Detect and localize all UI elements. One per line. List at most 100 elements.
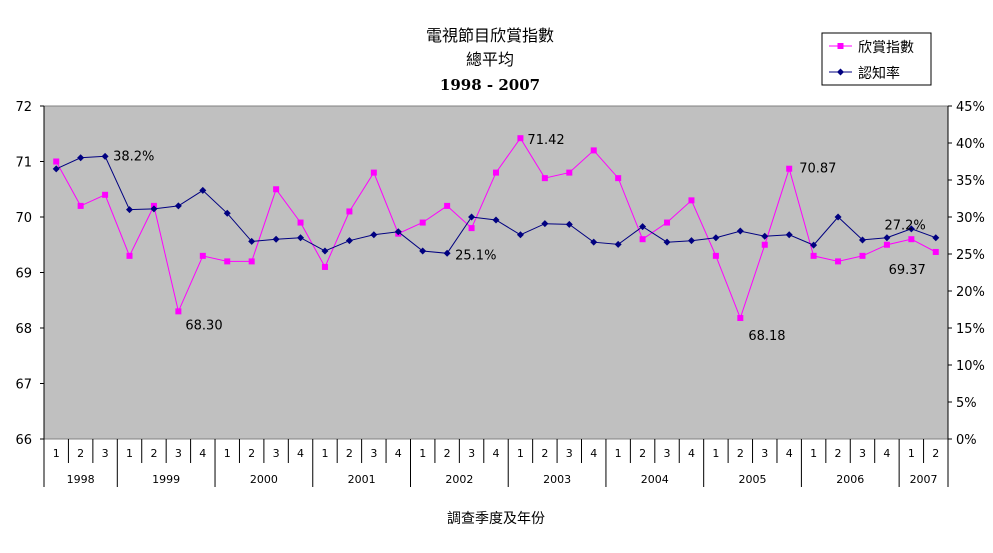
data-label: 25.1% [455, 248, 496, 263]
right-tick-label: 15% [956, 322, 985, 337]
quarter-label: 4 [688, 447, 695, 460]
awareness-point [785, 231, 793, 239]
quarter-label: 4 [786, 447, 793, 460]
x-axis-label: 調查季度及年份 [447, 511, 545, 527]
appreciation-point [859, 252, 866, 259]
right-tick-label: 0% [956, 433, 977, 448]
awareness-point [199, 186, 207, 194]
quarter-label: 1 [908, 447, 915, 460]
appreciation-point [370, 169, 377, 176]
quarter-label: 2 [77, 447, 84, 460]
awareness-point [516, 231, 524, 239]
data-label: 68.18 [748, 329, 785, 344]
quarter-label: 2 [150, 447, 157, 460]
left-tick-label: 70 [15, 211, 32, 226]
quarter-label: 2 [932, 447, 939, 460]
appreciation-point [541, 175, 548, 182]
awareness-point [297, 234, 305, 242]
year-label: 2001 [348, 473, 376, 486]
right-tick-label: 20% [956, 285, 985, 300]
quarter-label: 3 [566, 447, 573, 460]
quarter-label: 3 [468, 447, 475, 460]
data-label: 71.42 [527, 133, 564, 148]
appreciation-point [761, 241, 768, 248]
appreciation-point [102, 191, 109, 198]
left-tick-label: 71 [15, 156, 32, 171]
legend-box [821, 32, 932, 86]
awareness-point [272, 235, 280, 243]
appreciation-point [248, 258, 255, 265]
left-tick-label: 67 [15, 378, 32, 393]
awareness-point [810, 241, 818, 249]
awareness-point [321, 247, 329, 255]
data-label: 70.87 [799, 162, 836, 177]
appreciation-point [664, 219, 671, 226]
year-label: 2006 [836, 473, 864, 486]
awareness-point [883, 234, 891, 242]
quarter-label: 1 [53, 447, 60, 460]
quarter-label: 3 [859, 447, 866, 460]
appreciation-point [810, 252, 817, 259]
year-label: 1998 [67, 473, 95, 486]
legend: 欣賞指數 認知率 [821, 32, 932, 86]
awareness-point [907, 225, 915, 233]
awareness-point [712, 234, 720, 242]
data-label: 68.30 [185, 318, 222, 333]
awareness-point [492, 216, 500, 224]
appreciation-point [297, 219, 304, 226]
quarter-label: 1 [224, 447, 231, 460]
awareness-point [468, 213, 476, 221]
appreciation-point [444, 202, 451, 209]
right-tick-label: 30% [956, 211, 985, 226]
right-tick-label: 40% [956, 137, 985, 152]
chart-period: 1998 - 2007 [440, 76, 540, 94]
quarter-label: 2 [444, 447, 451, 460]
left-axis: 66 67 68 69 70 71 72 [15, 100, 45, 448]
appreciation-point [883, 241, 890, 248]
chart-subtitle: 總平均 [466, 50, 514, 69]
appreciation-point [566, 169, 573, 176]
quarter-label: 3 [761, 447, 768, 460]
awareness-point [590, 238, 598, 246]
left-tick-label: 72 [15, 100, 32, 115]
quarter-label: 1 [712, 447, 719, 460]
awareness-point [101, 152, 109, 160]
awareness-point [77, 154, 85, 162]
left-tick-label: 68 [15, 322, 32, 337]
data-label: 38.2% [113, 149, 154, 164]
right-tick-label: 10% [956, 359, 985, 374]
appreciation-point [419, 219, 426, 226]
awareness-point [419, 247, 427, 255]
awareness-point [761, 232, 769, 240]
quarter-label: 1 [517, 447, 524, 460]
awareness-point [126, 206, 134, 214]
appreciation-point [346, 208, 353, 215]
chart-title: 電視節目欣賞指數 [426, 26, 554, 45]
quarter-label: 4 [199, 447, 206, 460]
quarter-label: 2 [835, 447, 842, 460]
appreciation-point [615, 175, 622, 182]
year-label: 1999 [152, 473, 180, 486]
quarter-label: 3 [664, 447, 671, 460]
right-tick-label: 25% [956, 248, 985, 263]
quarter-label: 2 [541, 447, 548, 460]
data-label: 27.2% [884, 219, 925, 234]
quarter-label: 3 [370, 447, 377, 460]
appreciation-point [786, 165, 793, 172]
appreciation-point [224, 258, 231, 265]
appreciation-point [712, 252, 719, 259]
data-label: 69.37 [889, 263, 926, 278]
awareness-point [614, 240, 622, 248]
quarter-label: 1 [419, 447, 426, 460]
appreciation-point [175, 308, 182, 315]
quarter-label: 2 [346, 447, 353, 460]
quarter-label: 1 [810, 447, 817, 460]
plot-area [43, 105, 949, 440]
awareness-point [932, 234, 940, 242]
awareness-point [394, 228, 402, 236]
quarter-label: 2 [737, 447, 744, 460]
appreciation-point [737, 315, 744, 322]
quarter-label: 4 [297, 447, 304, 460]
awareness-point [639, 223, 647, 231]
